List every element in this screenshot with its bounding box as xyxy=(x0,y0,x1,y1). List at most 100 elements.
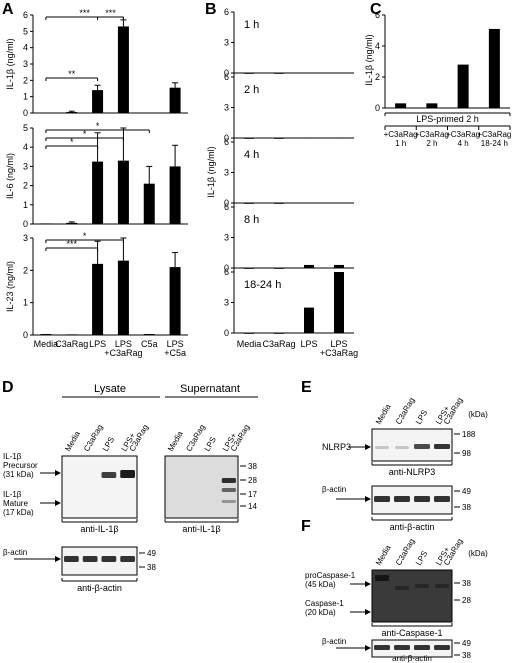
time-label: 2 h xyxy=(244,84,259,96)
panel-letter-e: E xyxy=(301,379,312,396)
panel-letter-c: C xyxy=(370,1,382,18)
x-tick-label: 18-24 h xyxy=(481,139,508,148)
actin-membrane xyxy=(371,639,453,658)
x-tick-label: C3aRag xyxy=(55,339,88,349)
bar xyxy=(244,333,254,334)
actin-band xyxy=(414,645,430,650)
bar xyxy=(274,268,284,269)
y-tick-label: 0 xyxy=(23,330,28,340)
x-tick-label: +C5a xyxy=(164,348,186,358)
mw-marker-label: 49 xyxy=(462,639,471,648)
mature-label: (17 kDa) xyxy=(3,508,34,517)
actin-band xyxy=(394,496,410,502)
significance-marker: * xyxy=(70,137,74,147)
time-label: 1 h xyxy=(244,19,259,31)
mw-marker-label: 38 xyxy=(462,579,471,588)
x-tick-label: +C3aRag xyxy=(320,348,358,358)
bar xyxy=(244,268,254,269)
panel-letter-f: F xyxy=(301,518,311,535)
bar xyxy=(117,160,129,224)
bar xyxy=(117,26,129,113)
mw-marker-label: 38 xyxy=(462,503,471,512)
x-tick-label: LPS xyxy=(115,339,132,349)
y-tick-label: 6 xyxy=(23,10,28,20)
bar xyxy=(304,202,314,204)
precursor-band xyxy=(101,472,117,478)
mw-marker-label: 14 xyxy=(248,502,257,511)
bar xyxy=(66,112,78,113)
mw-marker-label: 98 xyxy=(462,449,471,458)
mw-marker-label: 17 xyxy=(248,490,257,499)
precursor-label: (31 kDa) xyxy=(3,470,34,479)
nlrp3-label: NLRP3 xyxy=(322,442,351,452)
y-axis-label: IL-1β (ng/ml) xyxy=(5,38,15,89)
antibody-label: anti-β-actin xyxy=(390,522,435,532)
bar xyxy=(488,28,500,109)
lane-label: Media xyxy=(63,429,82,453)
procaspase-label: (45 kDa) xyxy=(305,580,336,589)
bar xyxy=(334,272,344,333)
x-tick-label: 2 h xyxy=(426,139,437,148)
y-tick-label: 5 xyxy=(23,26,28,36)
actin-band xyxy=(414,496,430,502)
nlrp3-band xyxy=(414,444,430,449)
mw-marker-label: 38 xyxy=(147,563,156,572)
y-tick-label: 6 xyxy=(224,202,229,212)
y-axis-label: IL-1β (ng/ml) xyxy=(206,146,216,197)
bar xyxy=(426,103,438,108)
lysate-membrane xyxy=(61,455,138,519)
bar xyxy=(274,73,284,74)
y-tick-label: 1 xyxy=(23,92,28,102)
precursor-label: IL-1β xyxy=(3,452,22,461)
bar xyxy=(40,112,52,114)
bar xyxy=(92,263,104,335)
antibody-label: anti-Caspase-1 xyxy=(381,628,442,638)
bar xyxy=(92,90,104,113)
caspase-label: (20 kDa) xyxy=(305,608,336,617)
y-tick-label: 3 xyxy=(23,233,28,243)
lane-label: LPS xyxy=(203,435,218,453)
y-axis-label: IL-23 (ng/ml) xyxy=(5,261,15,312)
y-tick-label: 3 xyxy=(224,233,229,243)
bar xyxy=(244,203,254,204)
bar xyxy=(334,72,344,74)
time-label: 8 h xyxy=(244,214,259,226)
significance-marker: * xyxy=(83,129,87,139)
actin-label: β-actin xyxy=(322,485,346,494)
x-tick-label: Media xyxy=(34,339,59,349)
y-axis-label: IL-6 (ng/ml) xyxy=(5,153,15,199)
y-tick-label: 5 xyxy=(23,123,28,133)
y-tick-label: 2 xyxy=(23,265,28,275)
x-tick-label: Media xyxy=(237,339,262,349)
panel-letter-b: B xyxy=(205,1,217,18)
caspase-label: Caspase-1 xyxy=(305,599,344,608)
bar xyxy=(143,183,155,224)
bar xyxy=(66,334,78,336)
lane-label: Media xyxy=(166,429,185,453)
significance-marker: * xyxy=(83,231,87,241)
y-tick-label: 3 xyxy=(224,168,229,178)
precursor-label: Precursor xyxy=(3,461,38,470)
panel-b: B 0 3 6 1 h 0 3 6 2 h 0 3 6 4 h 0 3 6 8 h 0 3 6 18-24 h IL-1β… xyxy=(205,1,358,358)
supernatant-band xyxy=(221,488,236,492)
supernatant-band xyxy=(221,478,236,483)
y-tick-label: 2 xyxy=(23,181,28,191)
x-tick-label: LPS xyxy=(89,339,106,349)
bar xyxy=(169,87,181,113)
actin-band xyxy=(434,496,450,502)
y-tick-label: 3 xyxy=(23,161,28,171)
mature-label: IL-1β xyxy=(3,490,22,499)
bar xyxy=(304,307,314,333)
actin-band xyxy=(64,556,79,562)
nlrp3-band xyxy=(434,444,450,449)
bar xyxy=(92,161,104,224)
mw-marker-label: 38 xyxy=(248,462,257,471)
bar xyxy=(169,166,181,224)
time-label: 4 h xyxy=(244,149,259,161)
bar xyxy=(274,138,284,139)
actin-band xyxy=(434,645,450,650)
x-tick-label: LPS xyxy=(330,339,347,349)
